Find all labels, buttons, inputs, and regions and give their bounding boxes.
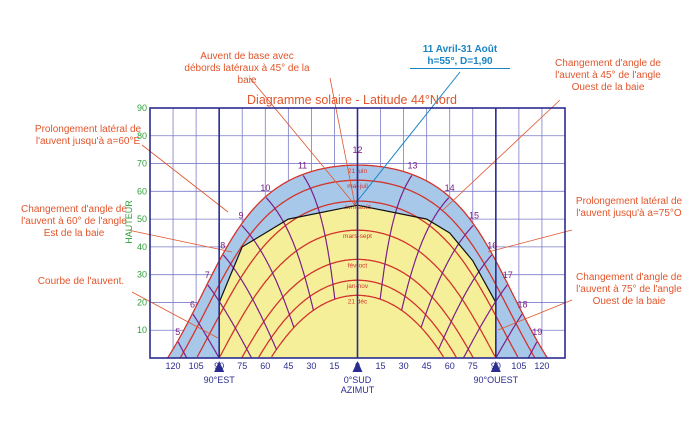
y-tick-label: 60 — [137, 186, 147, 196]
hour-curve — [302, 175, 336, 300]
callout-extension-75o: Prolongement latéral de l'auvent jusqu'à… — [575, 196, 683, 219]
west-marker-label: 90°OUEST — [474, 375, 519, 385]
hour-label: 7 — [205, 270, 210, 280]
y-tick-label: 80 — [137, 131, 147, 141]
leader-line — [131, 291, 219, 339]
y-tick-label: 20 — [137, 297, 147, 307]
hour-curve — [420, 224, 474, 328]
x-tick-label: 120 — [166, 361, 181, 371]
hour-label: 11 — [298, 161, 307, 171]
callout-april-aug-title: 11 Avril-31 Août — [422, 44, 498, 55]
leader-lines — [127, 71, 573, 339]
callout-change-45-west: Changement d'angle de l'auvent à 45° de … — [555, 58, 661, 93]
x-tick-label: 60 — [445, 361, 455, 371]
chart-frame — [149, 107, 566, 372]
x-tick-label: 15 — [329, 361, 339, 371]
hour-label: 17 — [503, 270, 513, 280]
leader-line — [442, 99, 561, 211]
hour-label: 15 — [469, 211, 479, 221]
hour-curve — [437, 254, 493, 350]
hour-label: 16 — [487, 240, 497, 250]
leader-line — [329, 77, 356, 206]
leader-line — [249, 77, 356, 206]
x-tick-label: 75 — [237, 361, 247, 371]
x-tick-label: 15 — [376, 361, 386, 371]
hour-label: 13 — [407, 161, 417, 171]
hour-curve — [207, 284, 253, 359]
callout-awning-curve: Courbe de l'auvent. — [37, 276, 125, 287]
callout-change-60-east: Changement d'angle de l'auvent à 60° de … — [21, 204, 127, 239]
hour-curve — [527, 341, 538, 359]
y-axis-title: HAUTEUR — [124, 200, 134, 244]
hour-label: 8 — [220, 240, 225, 250]
hour-label: 5 — [175, 327, 180, 337]
y-tick-label: 40 — [137, 242, 147, 252]
callout-change-75-west: Changement d'angle de l'auvent à 75° de … — [576, 272, 682, 307]
x-tick-label: 60 — [260, 361, 270, 371]
y-tick-label: 90 — [137, 103, 147, 113]
x-tick-label: 30 — [306, 361, 316, 371]
hour-curve — [401, 197, 450, 311]
callout-extension-60e: Prolongement latéral de l'auvent jusqu'à… — [34, 124, 142, 147]
hour-label: 10 — [260, 183, 270, 193]
x-tick-label: 0 — [355, 361, 360, 371]
x-tick-label: 75 — [468, 361, 478, 371]
x-axis-title: AZIMUT — [341, 385, 375, 395]
leader-line — [497, 299, 573, 331]
direction-marker — [490, 361, 501, 372]
x-tick-label: 45 — [283, 361, 293, 371]
hour-curve — [177, 341, 188, 359]
callout-base-awning: Auvent de base avec débords latéraux à 4… — [184, 51, 310, 86]
x-tick-label: 90 — [214, 361, 224, 371]
hour-curve — [265, 197, 314, 311]
hour-curve — [192, 313, 220, 359]
direction-marker — [214, 361, 225, 372]
hour-label: 18 — [517, 299, 527, 309]
x-tick-label: 30 — [399, 361, 409, 371]
callout-april-aug: 11 Avril-31 Août h=55°, D=1,90 — [410, 44, 510, 69]
east-marker-label: 90°EST — [204, 375, 236, 385]
direction-marker — [352, 361, 363, 372]
x-tick-label: 105 — [189, 361, 204, 371]
x-tick-label: 90 — [491, 361, 501, 371]
y-tick-label: 70 — [137, 159, 147, 169]
hour-label: 9 — [239, 211, 244, 221]
leader-line — [127, 229, 233, 253]
leader-line — [487, 229, 573, 253]
y-tick-label: 50 — [137, 214, 147, 224]
hour-label: 12 — [352, 145, 362, 155]
hour-label: 6 — [190, 299, 195, 309]
hour-curve — [495, 313, 523, 359]
south-marker-label: 0°SUD — [344, 375, 372, 385]
hour-curve — [379, 175, 413, 300]
x-tick-label: 120 — [534, 361, 549, 371]
leader-line — [141, 144, 229, 213]
leader-line-april-aug — [354, 71, 461, 205]
hour-curve — [462, 284, 508, 359]
y-tick-label: 10 — [137, 325, 147, 335]
x-tick-label: 45 — [422, 361, 432, 371]
x-tick-label: 105 — [511, 361, 526, 371]
chart-title: Diagramme solaire - Latitude 44°Nord — [247, 93, 457, 107]
hour-label: 19 — [532, 327, 542, 337]
y-tick-label: 30 — [137, 270, 147, 280]
callout-april-aug-values: h=55°, D=1,90 — [410, 56, 510, 69]
hour-label: 14 — [445, 183, 455, 193]
hour-curve — [222, 254, 278, 350]
